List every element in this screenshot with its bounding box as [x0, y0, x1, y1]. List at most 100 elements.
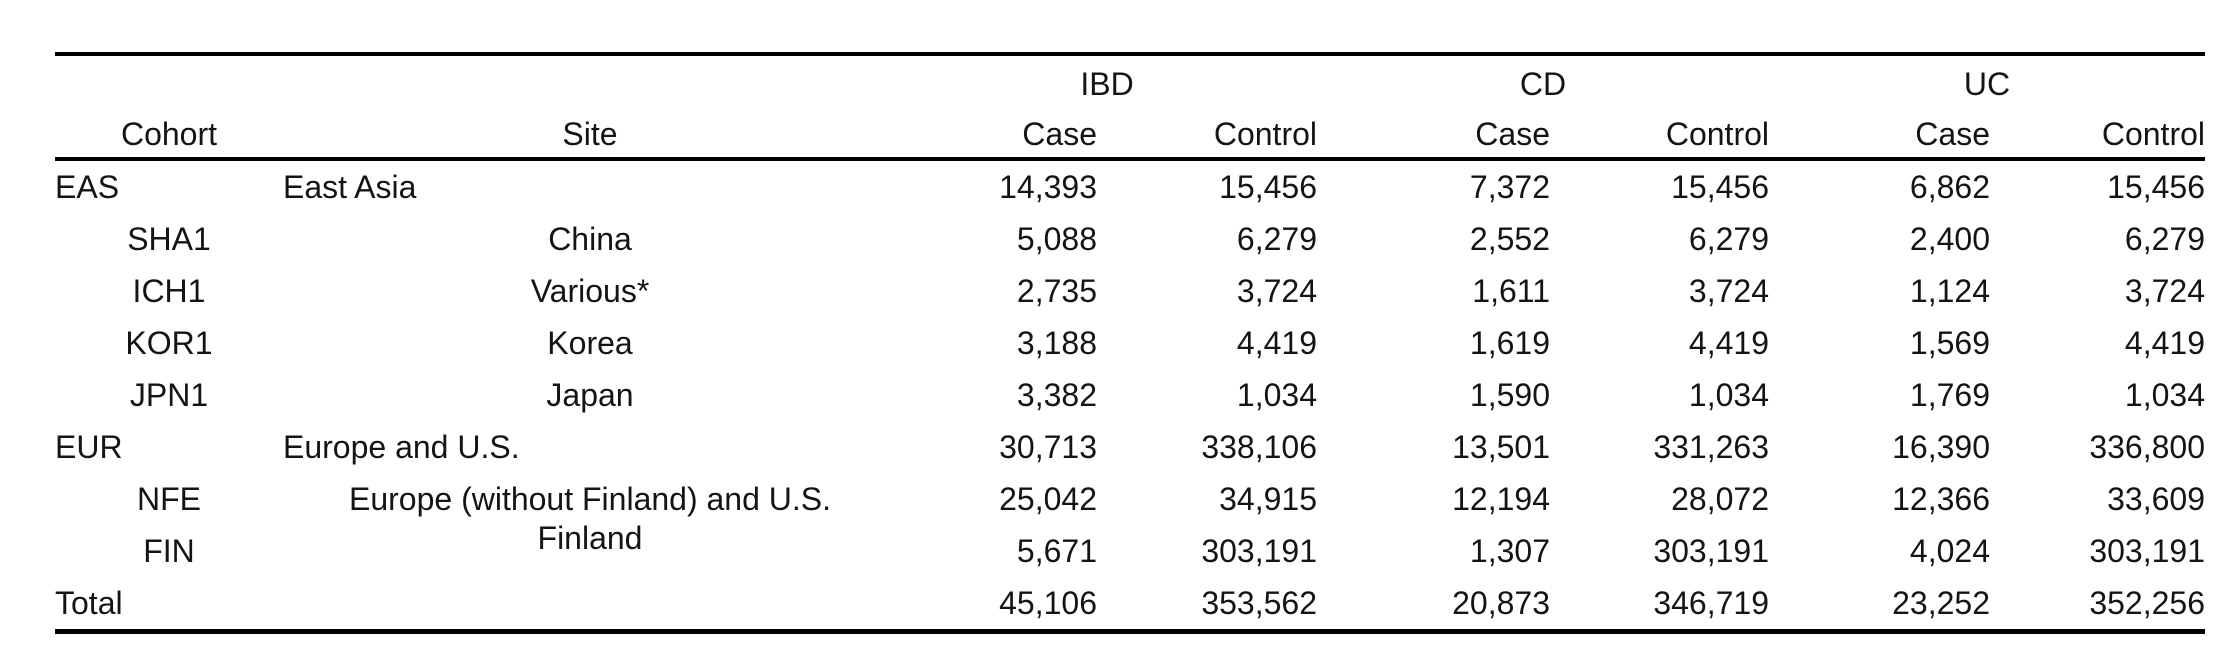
value-cell-ibd-case: 45,106 — [999, 584, 1097, 621]
value-cell-cd-control: 1,034 — [1688, 376, 1769, 413]
value-cell-uc-control: 303,191 — [2089, 532, 2205, 569]
value-cell-cd-case: 12,194 — [1452, 480, 1550, 517]
value-cell-cd-case: 1,611 — [1472, 272, 1550, 309]
table-row-total: Total 45,106 353,562 20,873 346,719 23,2… — [55, 577, 2205, 632]
value-cell-cd-case: 1,619 — [1469, 324, 1550, 361]
table-head: IBD CD UC Cohort Site Case Control Case … — [55, 54, 2205, 159]
value-cell-cd-control: 4,419 — [1688, 324, 1769, 361]
value-cell-uc-control: 4,419 — [2124, 324, 2205, 361]
value-cell-cd-control: 6,279 — [1688, 220, 1769, 257]
value-cell-cd-case: 7,372 — [1469, 168, 1550, 205]
value-cell-uc-control: 33,609 — [2107, 480, 2205, 517]
value-cell-uc-control: 1,034 — [2124, 376, 2205, 413]
table-row-ich1: ICH1 Various* 2,735 3,724 1,611 3,724 1,… — [55, 265, 2205, 317]
value-cell-cd-control: 346,719 — [1653, 584, 1769, 621]
site-cell: Europe and U.S. — [283, 428, 520, 465]
column-header-uc-control: Control — [2101, 116, 2205, 152]
table-row-jpn1: JPN1 Japan 3,382 1,034 1,590 1,034 1,769… — [55, 369, 2205, 421]
table-body: EAS East Asia 14,393 15,456 7,372 15,456… — [55, 159, 2205, 632]
column-header-cd-case: Case — [1475, 116, 1550, 152]
site-cell: Various* — [530, 272, 650, 309]
column-header-ibd-case: Case — [1022, 116, 1097, 152]
value-cell-ibd-case: 25,042 — [999, 480, 1097, 517]
value-cell-uc-control: 352,256 — [2089, 584, 2205, 621]
cohort-cell: NFE — [137, 480, 201, 517]
table-row-nfe: NFE Europe (without Finland) and U.S. 25… — [55, 473, 2205, 525]
value-cell-ibd-control: 3,724 — [1236, 272, 1317, 309]
value-cell-uc-case: 16,390 — [1892, 428, 1990, 465]
cohort-cell: JPN1 — [129, 376, 209, 413]
site-cell: Korea — [547, 324, 633, 361]
value-cell-ibd-control: 303,191 — [1201, 532, 1317, 569]
site-label: Finland — [537, 519, 643, 556]
value-cell-cd-case: 1,590 — [1469, 376, 1550, 413]
value-cell-cd-case: 2,552 — [1469, 220, 1550, 257]
value-cell-uc-case: 1,769 — [1909, 376, 1990, 413]
value-cell-ibd-case: 5,088 — [1016, 220, 1097, 257]
cohort-case-control-table: IBD CD UC Cohort Site Case Control Case … — [55, 52, 2205, 634]
cohort-cell: EUR — [55, 428, 123, 465]
site-cell: Europe (without Finland) and U.S. — [348, 480, 832, 517]
value-cell-cd-control: 15,456 — [1671, 168, 1769, 205]
group-header-spacer — [55, 54, 897, 112]
value-cell-uc-control: 6,279 — [2124, 220, 2205, 257]
cohort-cell: EAS — [55, 168, 120, 205]
table-row-sha1: SHA1 China 5,088 6,279 2,552 6,279 2,400… — [55, 213, 2205, 265]
value-cell-uc-case: 1,124 — [1909, 272, 1990, 309]
value-cell-uc-case: 12,366 — [1892, 480, 1990, 517]
cohort-cell: Total — [55, 584, 123, 621]
column-header-uc-case: Case — [1915, 116, 1990, 152]
value-cell-ibd-case: 3,188 — [1016, 324, 1097, 361]
value-cell-uc-control: 15,456 — [2107, 168, 2205, 205]
value-cell-uc-control: 336,800 — [2089, 428, 2205, 465]
value-cell-uc-case: 1,569 — [1909, 324, 1990, 361]
site-cell: Japan — [546, 376, 634, 413]
value-cell-ibd-control: 353,562 — [1201, 584, 1317, 621]
value-cell-uc-case: 4,024 — [1909, 532, 1990, 569]
disease-group-header-row: IBD CD UC — [55, 54, 2205, 112]
value-cell-ibd-control: 338,106 — [1201, 428, 1317, 465]
value-cell-ibd-case: 5,671 — [1016, 532, 1097, 569]
value-cell-cd-control: 3,724 — [1688, 272, 1769, 309]
column-header-ibd-control: Control — [1213, 116, 1317, 152]
value-cell-ibd-control: 34,915 — [1219, 480, 1317, 517]
value-cell-ibd-control: 15,456 — [1219, 168, 1317, 205]
cohort-cell: FIN — [143, 532, 195, 569]
column-header-row: Cohort Site Case Control Case Control Ca… — [55, 112, 2205, 159]
value-cell-ibd-case: 30,713 — [999, 428, 1097, 465]
group-header-cd: CD — [1519, 65, 1567, 102]
cohort-table-container: IBD CD UC Cohort Site Case Control Case … — [55, 52, 2205, 634]
cohort-cell: KOR1 — [125, 324, 213, 361]
site-cell: Finland — [283, 520, 897, 577]
value-cell-uc-control: 3,724 — [2124, 272, 2205, 309]
value-cell-ibd-control: 4,419 — [1236, 324, 1317, 361]
value-cell-ibd-control: 6,279 — [1236, 220, 1317, 257]
value-cell-ibd-case: 14,393 — [999, 168, 1097, 205]
value-cell-cd-control: 303,191 — [1653, 532, 1769, 569]
value-cell-cd-control: 331,263 — [1653, 428, 1769, 465]
site-cell — [283, 577, 897, 632]
value-cell-uc-case: 2,400 — [1909, 220, 1990, 257]
value-cell-ibd-control: 1,034 — [1236, 376, 1317, 413]
table-row-eur: EUR Europe and U.S. 30,713 338,106 13,50… — [55, 421, 2205, 473]
site-cell: China — [548, 220, 632, 257]
value-cell-uc-case: 6,862 — [1909, 168, 1990, 205]
value-cell-cd-control: 28,072 — [1671, 480, 1769, 517]
cohort-cell: SHA1 — [127, 220, 211, 257]
column-header-cd-control: Control — [1665, 116, 1769, 152]
value-cell-cd-case: 13,501 — [1452, 428, 1550, 465]
table-row-fin: FIN Finland 5,671 303,191 1,307 303,191 … — [55, 520, 2205, 577]
table-row-eas: EAS East Asia 14,393 15,456 7,372 15,456… — [55, 159, 2205, 213]
column-header-cohort: Cohort — [120, 116, 218, 152]
group-header-ibd: IBD — [1080, 65, 1134, 102]
value-cell-ibd-case: 2,735 — [1016, 272, 1097, 309]
site-cell: East Asia — [283, 168, 417, 205]
value-cell-ibd-case: 3,382 — [1016, 376, 1097, 413]
cohort-cell: ICH1 — [132, 272, 206, 309]
column-header-site: Site — [562, 116, 618, 152]
value-cell-uc-case: 23,252 — [1892, 584, 1990, 621]
group-header-uc: UC — [1963, 65, 2011, 102]
value-cell-cd-case: 20,873 — [1452, 584, 1550, 621]
table-row-kor1: KOR1 Korea 3,188 4,419 1,619 4,419 1,569… — [55, 317, 2205, 369]
value-cell-cd-case: 1,307 — [1469, 532, 1550, 569]
